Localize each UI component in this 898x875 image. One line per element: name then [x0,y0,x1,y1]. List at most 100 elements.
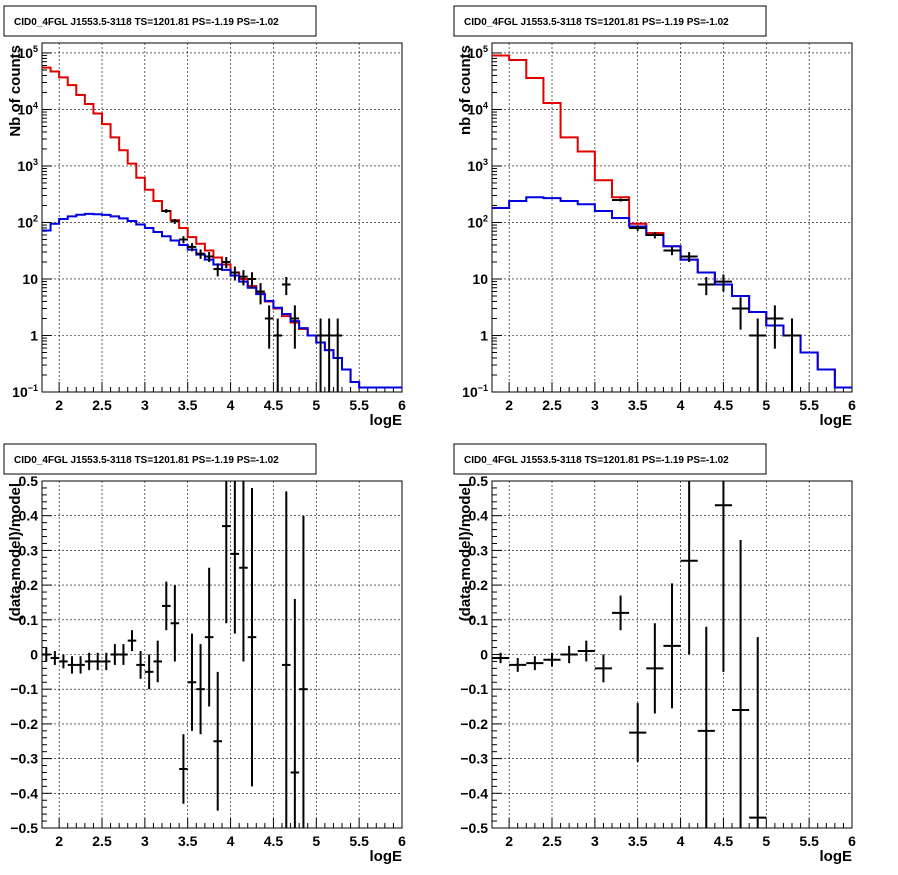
data-point [560,645,578,664]
data-point [204,567,214,707]
data-point [222,481,231,624]
data-point [509,657,527,672]
y-axis-label: nb of counts [457,45,474,135]
data-point [136,651,145,679]
y-tick-label: 102 [17,213,38,230]
y-tick-label: 104 [17,100,38,117]
y-tick-label: 0 [30,647,38,663]
data-point [102,652,111,671]
y-tick-label: 0.1 [469,612,489,628]
data-point [526,656,544,671]
data-point [732,539,750,828]
y-tick-label: 1 [30,327,38,343]
y-tick-label: 103 [467,157,488,174]
x-tick-label: 3 [141,397,149,413]
data-point [766,305,784,349]
y-tick-label: 105 [17,44,38,61]
data-point [67,656,77,674]
y-tick-label: 104 [467,100,488,117]
y-tick-label: −0.1 [460,681,488,697]
data-point [290,305,300,349]
data-point [749,318,767,392]
model-histogram-blue [42,212,402,389]
chart-title: CID0_4FGL J1553.5-3118 TS=1201.81 PS=-1.… [464,455,729,466]
title-box [3,443,317,475]
data-point [179,236,188,244]
data-point [213,671,222,811]
y-tick-label: 0.5 [469,473,489,489]
y-axis-label: Nb of counts [7,45,24,137]
x-tick-label: 2 [505,833,513,849]
x-tick-label: 3.5 [628,397,648,413]
y-tick-label: 0 [480,647,488,663]
x-tick-label: 3.5 [178,833,198,849]
x-tick-label: 5 [762,397,770,413]
data-point [697,277,715,296]
chart-title: CID0_4FGL J1553.5-3118 TS=1201.81 PS=-1.… [14,455,279,466]
data-point [316,318,325,392]
x-tick-label: 2 [55,833,63,849]
data-point [179,734,188,804]
model-histogram-blue [492,196,852,389]
panel-top-right: CID0_4FGL J1553.5-3118 TS=1201.81 PS=-1.… [453,5,856,429]
x-tick-label: 5.5 [799,833,819,849]
y-tick-label: 10 [472,271,488,287]
data-point [333,318,342,392]
panel-top-left: CID0_4FGL J1553.5-3118 TS=1201.81 PS=-1.… [3,5,406,429]
y-tick-label: 0.3 [469,542,489,558]
x-tick-label: 3 [141,833,149,849]
x-tick-label: 3.5 [178,397,198,413]
data-point [282,277,291,296]
y-tick-label: 103 [17,157,38,174]
data-point [84,652,94,671]
y-tick-label: 0.5 [19,473,39,489]
data-point [273,318,282,392]
data-point [127,630,137,652]
x-tick-label: 4.5 [264,833,284,849]
data-point [697,626,715,828]
panel-bottom-right: CID0_4FGL J1553.5-3118 TS=1201.81 PS=-1.… [453,443,856,865]
chart-title: CID0_4FGL J1553.5-3118 TS=1201.81 PS=-1.… [14,17,279,28]
data-point [76,656,85,674]
data-point [663,246,681,256]
y-tick-label: 102 [467,213,488,230]
data-point [247,487,257,787]
data-point [629,225,647,231]
model-histogram-red [492,54,852,389]
data-point [680,481,698,655]
x-tick-label: 6 [848,397,856,413]
plot-frame [491,42,853,393]
x-tick-label: 2.5 [92,833,112,849]
y-tick-label: 0.4 [19,508,39,524]
y-tick-label: 0.2 [19,577,39,593]
data-point [577,640,595,662]
panel-bottom-left: CID0_4FGL J1553.5-3118 TS=1201.81 PS=-1.… [3,443,406,865]
x-tick-label: 3.5 [628,833,648,849]
data-point [170,218,180,224]
chart-title: CID0_4FGL J1553.5-3118 TS=1201.81 PS=-1.… [464,17,729,28]
data-point [162,581,171,631]
x-tick-label: 5.5 [349,833,369,849]
data-point [187,633,197,731]
data-point [749,637,767,828]
x-tick-label: 4.5 [714,397,734,413]
y-tick-label: 105 [467,44,488,61]
data-point [93,652,102,671]
x-tick-label: 5.5 [799,397,819,413]
data-point [230,266,240,281]
data-point [144,654,154,690]
data-point [299,515,308,828]
x-tick-label: 4 [677,833,685,849]
x-tick-label: 4 [227,397,235,413]
data-point [222,257,231,269]
x-tick-label: 2 [505,397,513,413]
data-point [646,232,664,239]
title-box [3,5,317,37]
panels: CID0_4FGL J1553.5-3118 TS=1201.81 PS=-1.… [3,5,856,865]
data-point [646,623,664,714]
y-axis-label: (data-model)/model [7,483,24,621]
x-axis-label: logE [370,848,403,865]
data-point [612,198,630,202]
data-point [42,647,51,662]
y-tick-label: 0.1 [19,612,39,628]
